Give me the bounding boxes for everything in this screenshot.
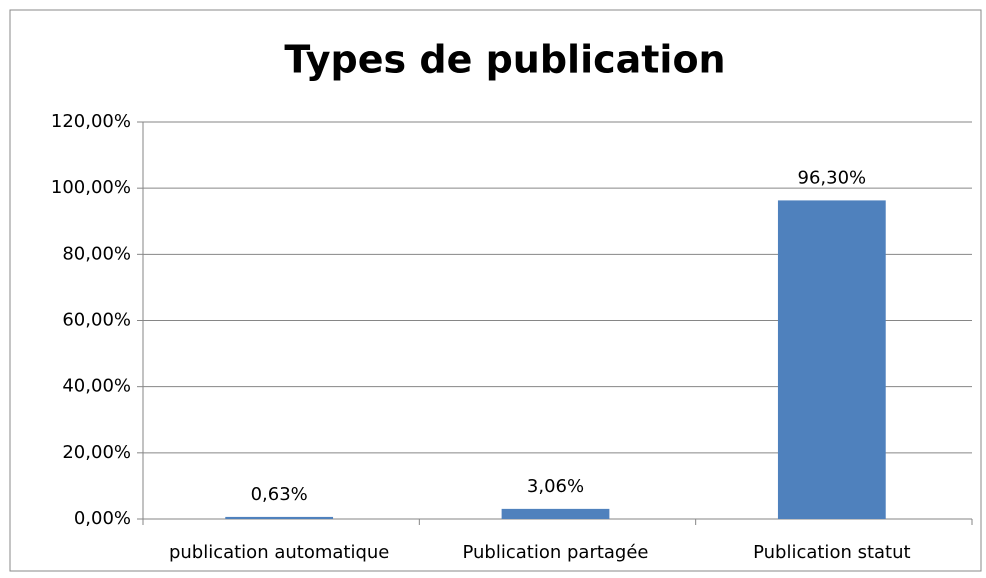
- chart-title: Types de publication: [284, 38, 725, 82]
- x-tick-label: publication automatique: [169, 542, 389, 563]
- value-label: 0,63%: [251, 484, 308, 505]
- value-label: 3,06%: [527, 476, 584, 497]
- x-tick-label: Publication statut: [753, 542, 911, 563]
- bar: [225, 516, 334, 519]
- y-tick-label: 0,00%: [74, 508, 131, 529]
- x-tick-label: Publication partagée: [462, 542, 648, 563]
- bar: [501, 508, 610, 519]
- y-tick-label: 20,00%: [62, 442, 131, 463]
- y-tick-label: 40,00%: [62, 376, 131, 397]
- y-tick-label: 120,00%: [51, 111, 131, 132]
- y-tick-label: 60,00%: [62, 310, 131, 331]
- bar: [777, 200, 886, 519]
- y-tick-label: 100,00%: [51, 177, 131, 198]
- y-tick-label: 80,00%: [62, 243, 131, 264]
- value-label: 96,30%: [798, 167, 867, 188]
